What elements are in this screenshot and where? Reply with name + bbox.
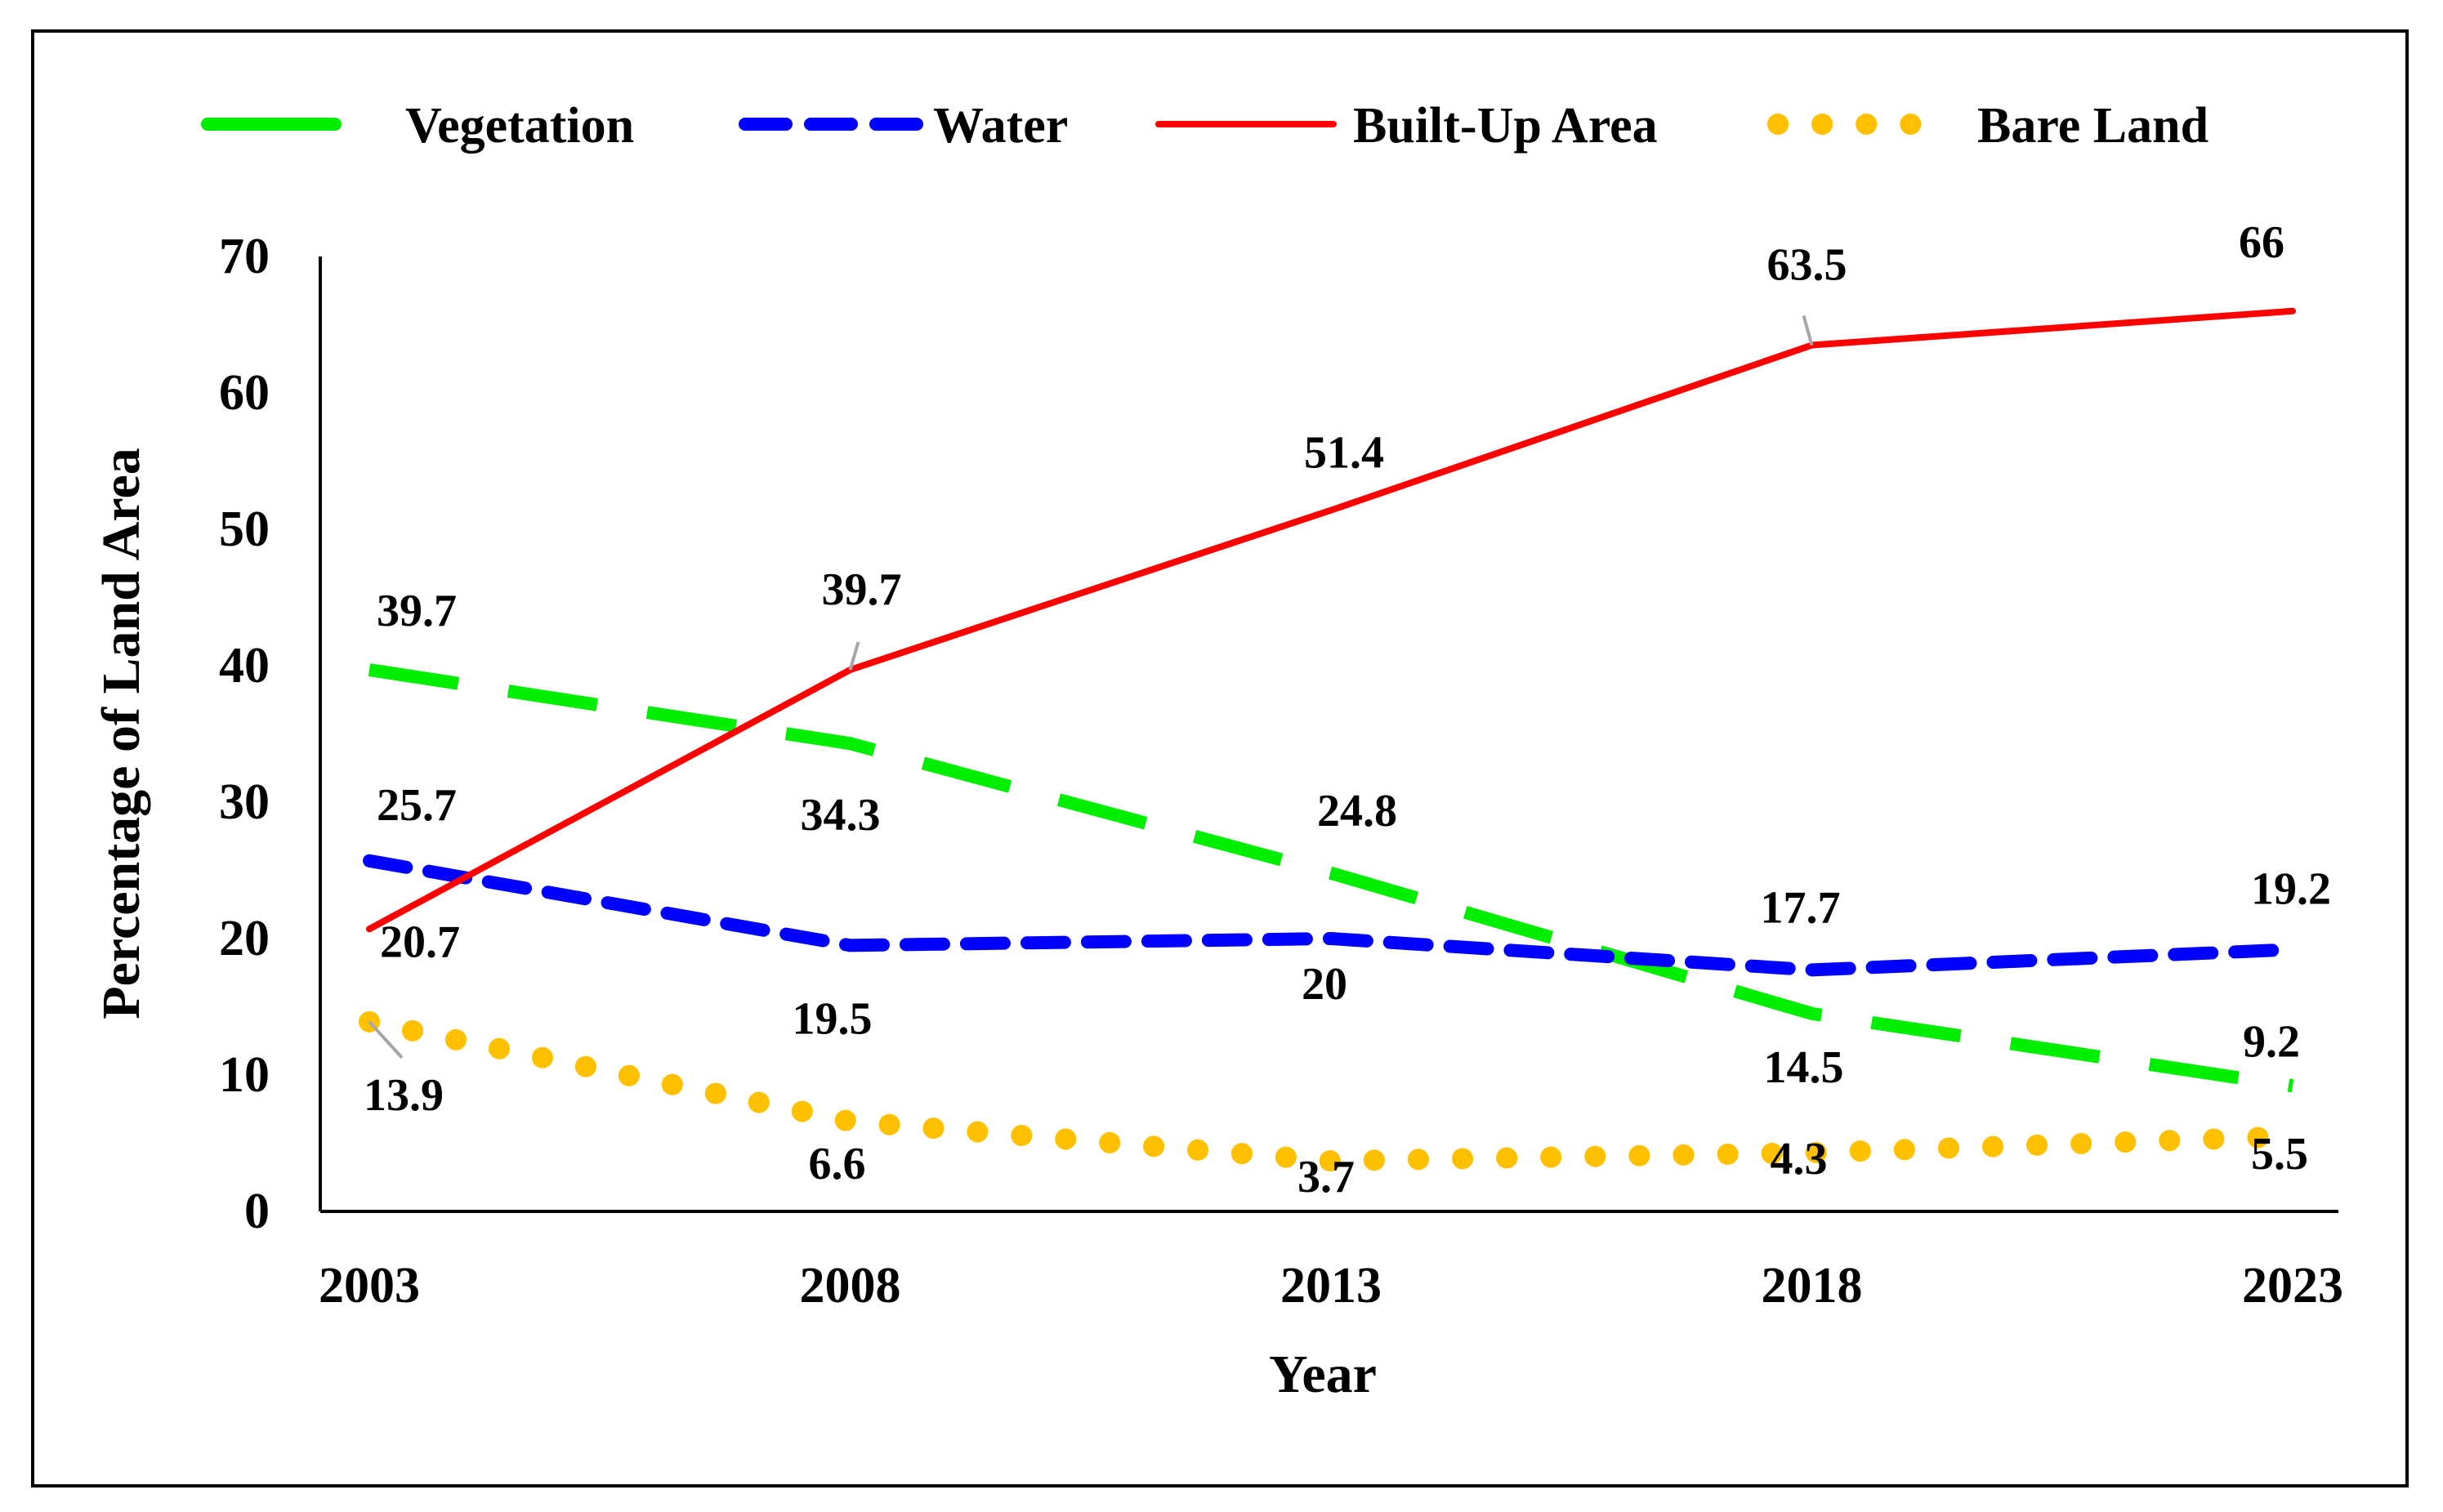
chart-frame: [31, 29, 2409, 1487]
series-line: [359, 1010, 2303, 1172]
series-line: [363, 854, 2299, 977]
y-tick-label: 30: [219, 774, 270, 830]
legend-item: Built-Up Area: [1155, 98, 1658, 154]
x-tick-label: 2018: [1762, 1258, 1863, 1314]
y-tick-label: 40: [219, 638, 270, 694]
x-tick-label: 2008: [800, 1258, 901, 1314]
data-label: 5.5: [2251, 1129, 2308, 1180]
data-label: 9.2: [2243, 1016, 2300, 1067]
legend-label: Bare Land: [1977, 98, 2209, 154]
data-label: 39.7: [377, 586, 457, 636]
data-label: 6.6: [809, 1139, 866, 1189]
tick-labels: 0 10 20 30 40 50 60 70 2003 2008 2013 2018 2023: [219, 229, 2343, 1314]
data-label: 24.8: [1317, 786, 1397, 836]
data-label: 20: [1302, 959, 1347, 1010]
legend-label: Water: [933, 98, 1068, 154]
data-label: 63.5: [1767, 240, 1847, 291]
y-tick-label: 70: [219, 229, 270, 284]
data-label: 19.2: [2251, 863, 2331, 914]
data-labels: 39.7 34.3 24.8 14.5 9.2 25.7 19.5 20 17.7 19.2 20.…: [364, 217, 2331, 1202]
legend-label: Built-Up Area: [1353, 98, 1658, 154]
data-label: 51.4: [1304, 428, 1384, 479]
y-tick-label: 0: [244, 1184, 270, 1239]
y-axis-title: Percentage of Land Area: [92, 448, 151, 1019]
axes: [319, 256, 2338, 1213]
series-vegetationline-group: [368, 663, 2294, 1093]
y-tick-label: 60: [219, 365, 270, 421]
series-line: [368, 663, 2294, 1093]
data-label: 19.5: [793, 993, 873, 1044]
series-built-up-arealine-group: [366, 307, 2296, 933]
x-axis-title: Year: [1269, 1345, 1377, 1404]
data-label: 66: [2239, 217, 2284, 268]
data-label: 4.3: [1771, 1134, 1828, 1184]
series-waterline-group: [363, 854, 2299, 977]
data-label: 34.3: [801, 790, 881, 841]
data-label: 14.5: [1764, 1042, 1844, 1093]
leader-lines: [368, 315, 1814, 1059]
series-bare-landline-group: [359, 1010, 2303, 1172]
y-tick-label: 10: [219, 1047, 270, 1103]
data-label: 25.7: [377, 780, 457, 831]
series-line: [366, 307, 2296, 933]
leader-line: [1802, 315, 1814, 346]
data-label: 3.7: [1297, 1152, 1355, 1202]
data-label: 39.7: [822, 564, 902, 615]
leader-line: [848, 641, 860, 671]
legend-item: Bare Land: [1767, 98, 2209, 154]
legend-item: Vegetation: [201, 98, 634, 154]
x-tick-label: 2003: [319, 1258, 420, 1314]
legend-item: Water: [739, 98, 1068, 154]
legend-label: Vegetation: [405, 98, 634, 154]
data-label: 17.7: [1761, 882, 1841, 933]
leader-line: [368, 1020, 404, 1059]
data-label: 13.9: [364, 1070, 444, 1121]
y-tick-label: 50: [219, 502, 270, 557]
x-tick-label: 2023: [2242, 1258, 2343, 1314]
series-lines: [359, 307, 2303, 1172]
legend: Vegetation Water Built-Up Area Bare Land: [201, 98, 2209, 154]
data-label: 20.7: [380, 917, 460, 967]
x-tick-label: 2013: [1280, 1258, 1382, 1314]
y-tick-label: 20: [219, 911, 270, 966]
